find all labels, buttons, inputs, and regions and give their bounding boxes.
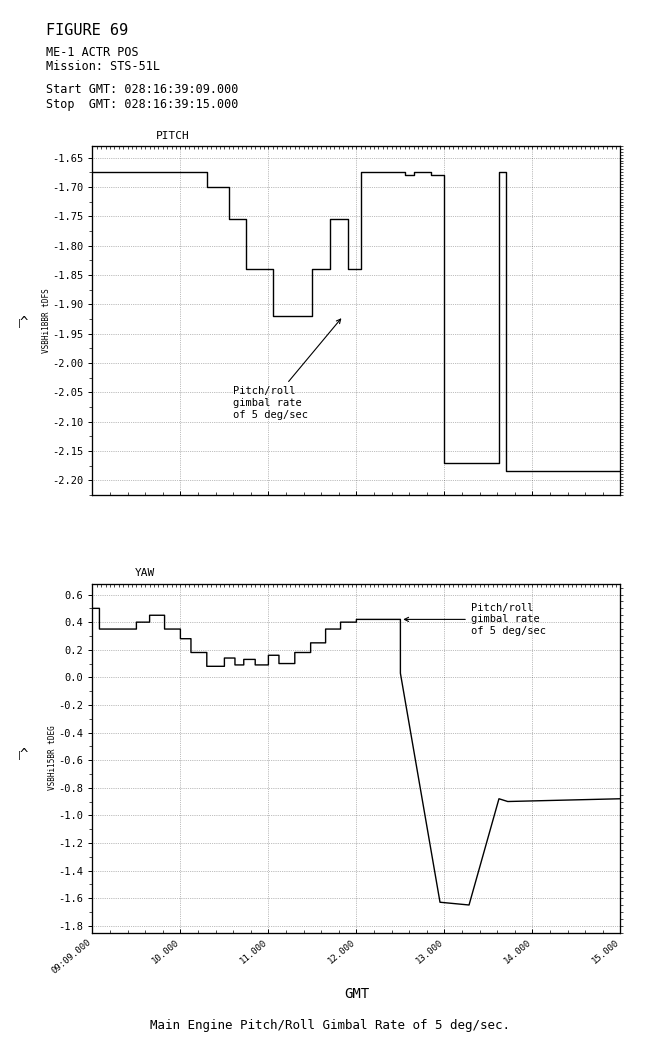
X-axis label: GMT: GMT xyxy=(344,987,369,1000)
Text: Stop  GMT: 028:16:39:15.000: Stop GMT: 028:16:39:15.000 xyxy=(46,98,238,110)
Text: Pitch/roll
gimbal rate
of 5 deg/sec: Pitch/roll gimbal rate of 5 deg/sec xyxy=(405,602,546,636)
Y-axis label: VSBHi1BBR tDFS: VSBHi1BBR tDFS xyxy=(42,288,51,353)
Text: Mission: STS-51L: Mission: STS-51L xyxy=(46,60,160,73)
Text: PITCH: PITCH xyxy=(156,130,189,141)
Text: YAW: YAW xyxy=(135,568,155,578)
Text: ME-1 ACTR POS: ME-1 ACTR POS xyxy=(46,46,139,58)
Text: Main Engine Pitch/Roll Gimbal Rate of 5 deg/sec.: Main Engine Pitch/Roll Gimbal Rate of 5 … xyxy=(150,1019,510,1033)
Text: |: | xyxy=(16,319,22,327)
Y-axis label: VSBHi15BR tDEG: VSBHi15BR tDEG xyxy=(48,725,57,791)
Text: ^: ^ xyxy=(20,316,28,330)
Text: FIGURE 69: FIGURE 69 xyxy=(46,23,128,38)
Text: Start GMT: 028:16:39:09.000: Start GMT: 028:16:39:09.000 xyxy=(46,83,238,96)
Text: |: | xyxy=(16,751,22,760)
Text: ^: ^ xyxy=(20,748,28,763)
Text: Pitch/roll
gimbal rate
of 5 deg/sec: Pitch/roll gimbal rate of 5 deg/sec xyxy=(233,319,341,420)
